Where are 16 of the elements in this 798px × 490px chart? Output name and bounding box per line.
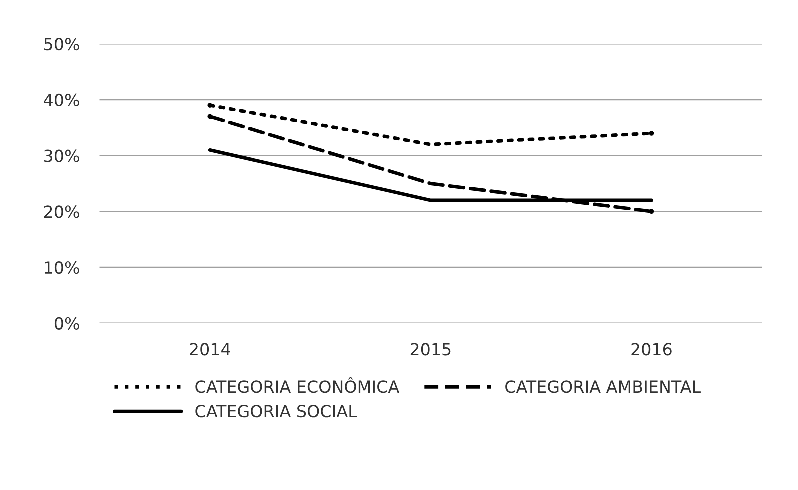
y-tick-label: 10% [45, 262, 80, 274]
legend-label: CATEGORIA SOCIAL [196, 405, 358, 418]
point [208, 103, 213, 108]
point [208, 114, 213, 120]
y-tick-label: 40% [44, 94, 80, 107]
x-tick-label: 2014 [190, 343, 230, 356]
point [649, 131, 654, 136]
x-tick-label: 2016 [632, 343, 672, 356]
legend-label: CATEGORIA AMBIENTAL [506, 380, 701, 394]
y-tick-label: 0% [54, 317, 80, 330]
y-tick-label: 30% [44, 150, 80, 162]
point [649, 209, 654, 214]
legend-label: CATEGORIA ECONÔMICA [196, 378, 400, 394]
y-tick-label: 20% [44, 206, 80, 218]
y-tick-label: 50% [44, 38, 80, 51]
x-tick-label: 2015 [410, 343, 451, 356]
